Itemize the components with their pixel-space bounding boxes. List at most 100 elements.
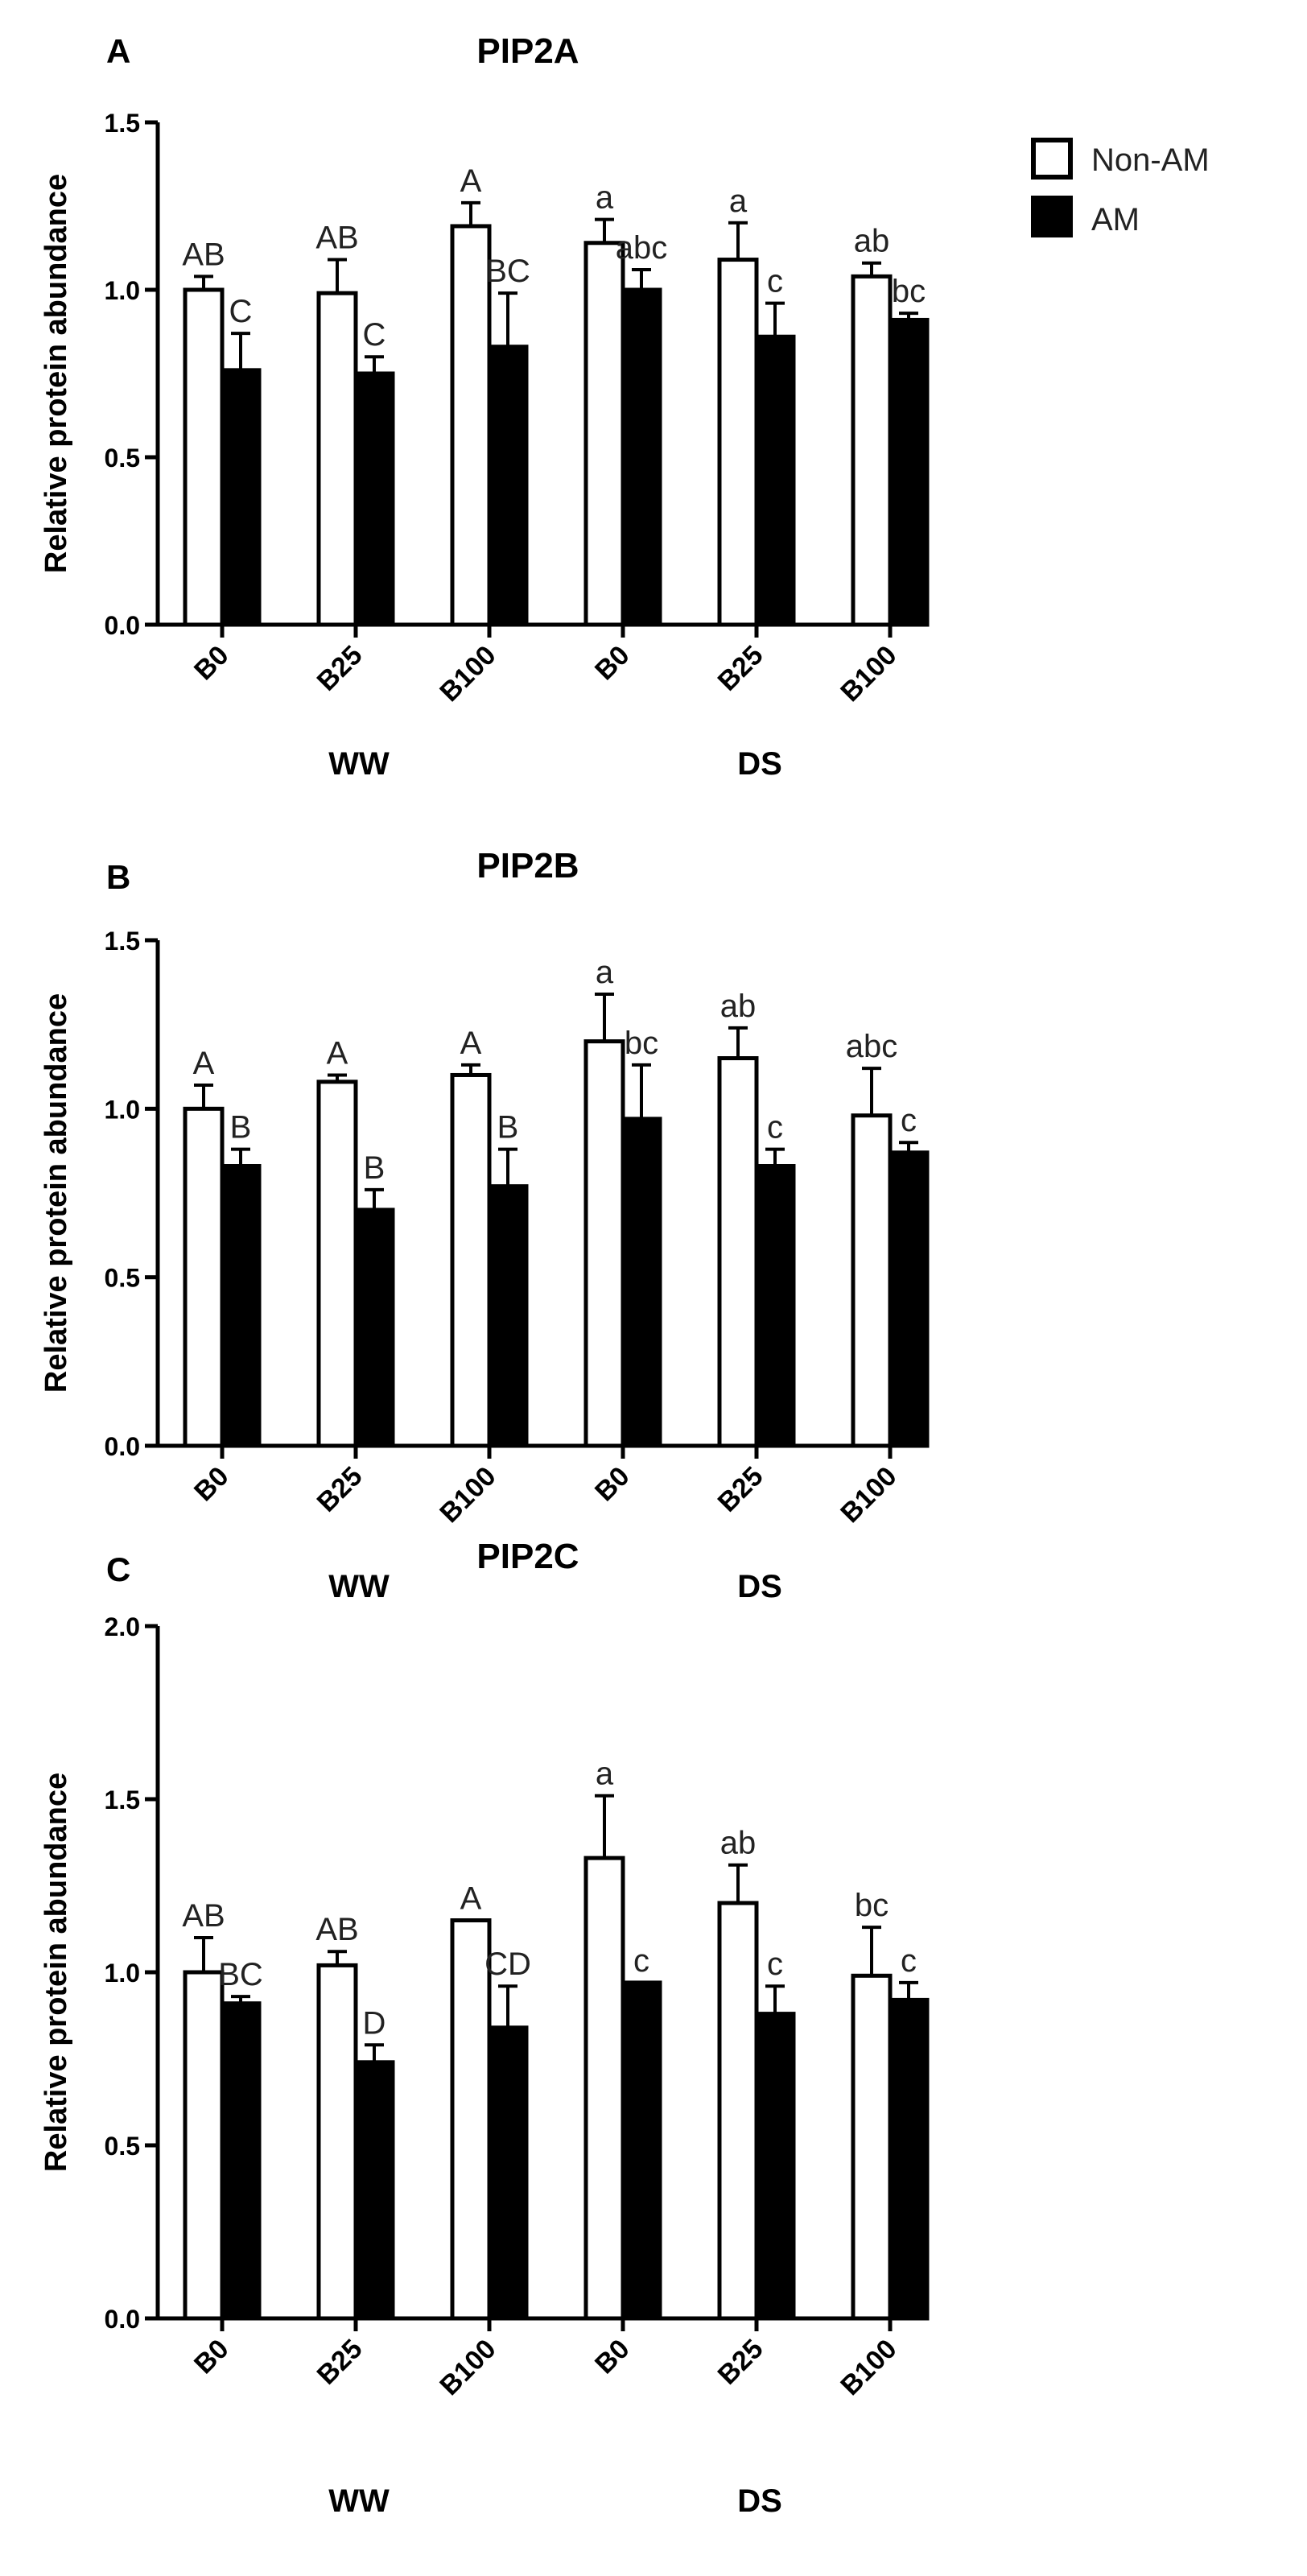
panel-label: B [106,858,130,896]
bar-am [487,2025,529,2321]
significance-letter: AB [182,237,225,272]
bar-non-am [183,287,225,627]
chart-panel-b: B PIP2B Relative protein abundance 0.0 0.5 1.… [39,846,930,1604]
legend-swatch-non-am [1031,138,1073,180]
bar-am [487,345,529,627]
significance-letter: ab [720,989,757,1024]
y-tick-label: 1.5 [105,109,140,138]
y-tick-label: 0.5 [105,2132,140,2161]
bar-non-am [450,1918,492,2321]
y-tick-label: 1.0 [105,1959,140,1988]
legend: Non-AM AM [1031,138,1210,237]
significance-letter: CD [484,1946,531,1982]
bar-am [621,1980,662,2321]
bar-non-am [583,241,625,627]
y-tick-label: 2.0 [105,1612,140,1641]
significance-letter: abc [616,230,668,266]
significance-letter: A [327,1035,348,1071]
bar-am [888,1997,930,2321]
x-tick-label: B0 [188,2334,235,2380]
bar-non-am [717,1056,759,1448]
x-tick-label: B100 [434,2334,501,2401]
significance-letter: B [230,1110,252,1146]
significance-letter: AB [182,1898,225,1934]
bar-non-am [450,1072,492,1448]
y-axis-label: Relative protein abundance [39,993,73,1393]
group-label: WW [328,2483,390,2519]
y-tick-label: 0.5 [105,444,140,473]
x-tick-label: B25 [311,2334,369,2391]
legend-label-non-am: Non-AM [1091,142,1210,178]
x-tick-label: B0 [188,1461,235,1508]
bar-am [621,287,662,627]
chart-title: PIP2A [476,31,579,71]
significance-letter: bc [892,274,926,309]
x-tick-label: B0 [589,1461,636,1508]
panel-label: C [106,1550,130,1588]
y-axis-label: Relative protein abundance [39,174,73,573]
chart-panel-c: C PIP2C Relative protein abundance 0.0 0.5 1.… [39,1537,930,2519]
significance-letter: C [363,317,386,353]
significance-letter: A [460,163,482,199]
x-tick-label: B0 [589,2334,636,2380]
x-tick-label: B100 [835,640,902,708]
bar-non-am [183,1106,225,1448]
significance-letter: c [633,1943,649,1979]
significance-letter: ab [720,1826,757,1861]
significance-letter: C [229,294,253,329]
bar-non-am [316,1963,358,2321]
group-label: WW [328,1569,390,1604]
bar-non-am [316,1080,358,1448]
x-tick-label: B0 [188,640,235,687]
x-tick-label: B25 [311,640,369,697]
x-tick-label: B100 [835,2334,902,2401]
x-tick-label: B25 [311,1461,369,1518]
bar-non-am [717,258,759,627]
bar-am [353,2060,395,2321]
bar-am [888,317,930,627]
significance-letter: AB [315,221,358,256]
chart-title: PIP2C [476,1537,579,1576]
bar-am [220,368,262,627]
legend-label-am: AM [1091,202,1140,237]
bar-non-am [851,1113,893,1448]
bar-am [888,1150,930,1448]
significance-letter: c [767,1110,783,1146]
y-tick-label: 1.0 [105,276,140,305]
x-tick-label: B25 [712,640,769,697]
bar-non-am [450,224,492,627]
significance-letter: abc [846,1029,898,1064]
y-tick-label: 0.5 [105,1264,140,1293]
bar-non-am [183,1970,225,2321]
significance-letter: A [460,1881,482,1917]
significance-letter: A [460,1026,482,1061]
group-label: DS [737,1569,782,1604]
significance-letter: D [363,2005,386,2041]
bar-am [754,2012,796,2321]
bar-am [353,371,395,627]
y-tick-label: 1.5 [105,1785,140,1814]
bar-non-am [717,1901,759,2321]
significance-letter: BC [485,254,530,289]
x-tick-label: B25 [712,2334,769,2391]
bar-non-am [583,1039,625,1448]
y-tick-label: 0.0 [105,1432,140,1461]
bar-non-am [316,291,358,627]
bar-non-am [851,1973,893,2321]
x-tick-label: B100 [835,1461,902,1529]
significance-letter: c [901,1943,917,1979]
y-tick-label: 1.0 [105,1095,140,1124]
x-tick-label: B100 [434,640,501,708]
significance-letter: c [767,1946,783,1982]
group-label: DS [737,2483,782,2519]
bar-non-am [851,274,893,627]
bar-am [754,334,796,627]
bar-non-am [583,1856,625,2321]
significance-letter: a [729,184,748,219]
significance-letter: A [193,1046,215,1081]
bar-am [487,1184,529,1448]
bar-am [220,2001,262,2321]
group-label: WW [328,746,390,782]
group-label: DS [737,746,782,782]
